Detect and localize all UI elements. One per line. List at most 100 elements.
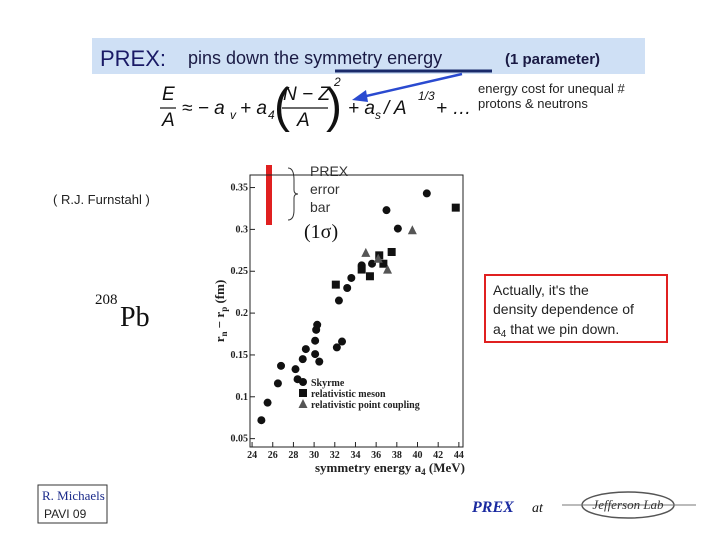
y-tick-label: 0.25 <box>231 266 249 277</box>
formula-part: v <box>230 108 237 122</box>
point <box>338 337 347 346</box>
point <box>311 336 320 345</box>
x-tick-label: 26 <box>268 450 278 461</box>
point <box>315 357 324 366</box>
point <box>343 283 352 292</box>
y-tick-label: 0.1 <box>236 392 249 403</box>
x-tick-label: 28 <box>288 450 298 461</box>
y-tick-label: 0.2 <box>236 308 249 319</box>
title-main: pins down the symmetry energy <box>188 48 442 68</box>
x-tick-label: 38 <box>392 450 402 461</box>
legend-label: Skyrme <box>311 378 345 389</box>
footer-at: at <box>532 501 544 516</box>
error-label: error <box>310 181 340 197</box>
callout-box <box>484 274 668 343</box>
point <box>298 399 308 408</box>
formula-part: 2 <box>333 75 341 89</box>
logo: Jefferson Lab <box>592 497 664 512</box>
author: R. Michaels <box>42 488 105 503</box>
point <box>273 379 282 388</box>
arrow-head <box>352 90 368 102</box>
event: PAVI 09 <box>44 507 87 521</box>
nucleus-symbol: Pb <box>120 302 150 333</box>
x-tick-label: 44 <box>454 450 464 461</box>
formula-part: A <box>161 110 175 131</box>
y-tick-label: 0.35 <box>231 183 249 194</box>
error-bar <box>266 165 272 225</box>
formula-part: + … <box>436 98 471 119</box>
point <box>332 343 341 352</box>
callout-line: Actually, it's the <box>493 282 589 298</box>
point <box>393 224 402 233</box>
error-label: bar <box>310 199 331 215</box>
title-note: (1 parameter) <box>505 51 600 68</box>
x-tick-label: 24 <box>247 450 257 461</box>
point <box>298 355 307 364</box>
formula-part: + a <box>240 98 267 119</box>
formula-part: s <box>375 108 381 122</box>
x-label-part: 4 <box>421 467 426 477</box>
point <box>407 225 417 235</box>
point <box>311 350 320 359</box>
point <box>451 203 460 212</box>
y-label-part: r <box>212 336 227 342</box>
paren: ) <box>326 80 342 133</box>
y-label-part: n <box>219 331 229 336</box>
arrow <box>361 72 463 99</box>
x-axis-label: symmetry energy a4 (MeV) <box>315 460 465 477</box>
error-label: PREX <box>310 163 349 179</box>
point <box>382 206 391 215</box>
point <box>301 345 310 354</box>
title-prefix: PREX: <box>100 46 166 71</box>
sigma: (1σ) <box>304 221 338 243</box>
point <box>277 361 286 370</box>
legend-label: relativistic meson <box>311 389 386 400</box>
y-label-part: p <box>219 307 229 312</box>
formula-part: N − Z <box>283 84 331 105</box>
point <box>373 253 383 263</box>
plot-frame <box>249 174 464 448</box>
point <box>368 259 377 268</box>
x-tick-label: 42 <box>433 450 443 461</box>
point <box>422 189 431 198</box>
formula-part: E <box>162 84 175 105</box>
formula-part: 4 <box>268 108 275 122</box>
y-axis-label: rn − rp (fm) <box>212 280 229 343</box>
x-tick-label: 30 <box>309 450 319 461</box>
formula-part: A <box>296 110 310 131</box>
y-label-part: (fm) <box>212 280 227 307</box>
point <box>331 280 340 289</box>
credit: ( R.J. Furnstahl ) <box>53 192 150 207</box>
x-tick-label: 32 <box>330 450 340 461</box>
nucleus-mass: 208 <box>95 292 118 308</box>
energy-note: protons & neutrons <box>478 96 588 111</box>
x-label-part: (MeV) <box>426 460 465 475</box>
formula-part: 1/3 <box>418 89 435 103</box>
point <box>313 320 322 329</box>
formula-part: / A <box>382 98 407 119</box>
author-box <box>37 484 108 524</box>
point <box>263 398 272 407</box>
y-tick-label: 0.3 <box>236 224 249 235</box>
x-tick-label: 34 <box>350 450 360 461</box>
point <box>387 247 396 256</box>
point <box>365 272 374 281</box>
point <box>334 296 343 305</box>
callout-part: that we pin down. <box>506 321 619 337</box>
energy-note: energy cost for unequal # <box>478 81 625 96</box>
point <box>375 251 384 260</box>
point <box>383 264 393 274</box>
formula: E A ≈ − a v + a 4 ( N − Z A ) 2 + a s / … <box>160 75 471 133</box>
footer-prex: PREX <box>471 499 514 516</box>
point <box>291 365 300 374</box>
callout-part: 4 <box>501 329 507 340</box>
callout-part: a <box>493 321 501 337</box>
paren: ( <box>274 80 290 133</box>
point <box>347 273 356 282</box>
point <box>299 378 307 386</box>
y-label-part: − r <box>212 312 227 332</box>
point <box>357 265 366 274</box>
point <box>257 416 266 425</box>
y-tick-label: 0.05 <box>231 434 249 445</box>
